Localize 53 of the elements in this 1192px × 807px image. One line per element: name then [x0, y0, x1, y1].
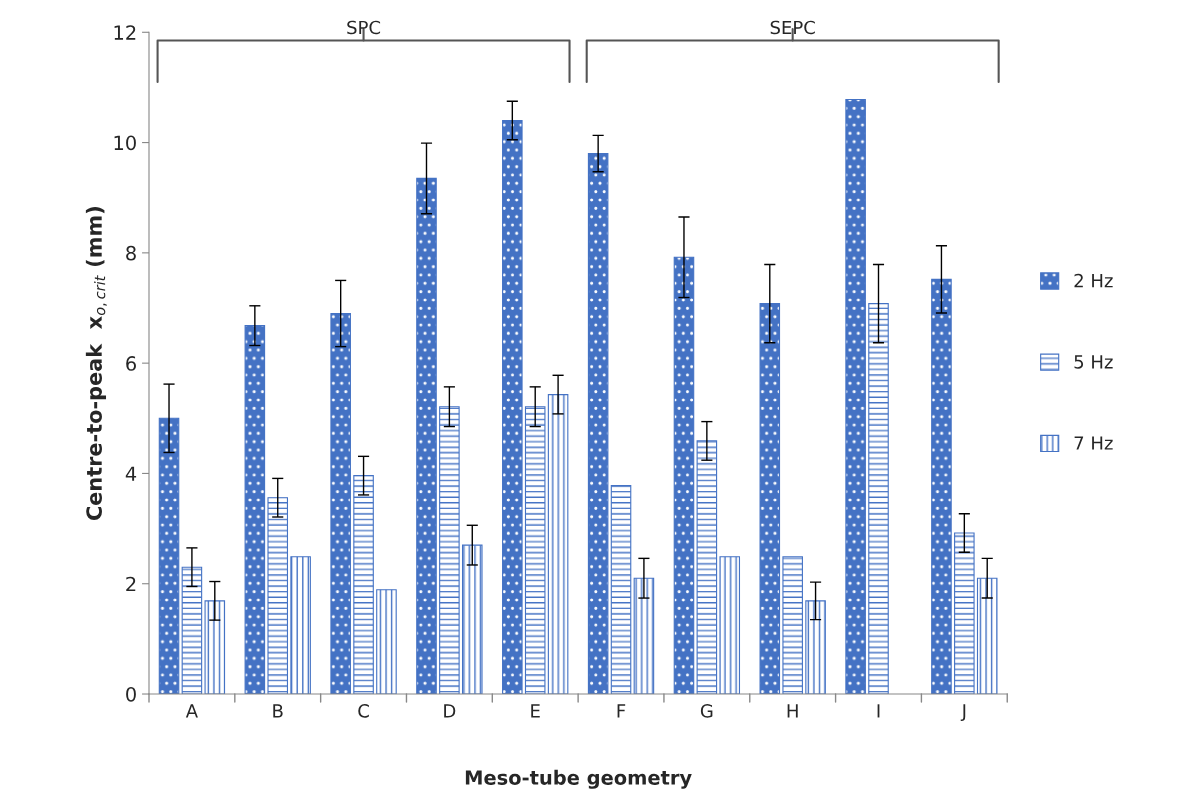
x-tick-label: H [787, 704, 798, 718]
bar [976, 577, 998, 695]
x-tick-label: C [358, 704, 369, 718]
y-tick-label: 4 [125, 466, 137, 481]
x-tick-label: D [444, 704, 456, 718]
bar [461, 544, 483, 695]
annotation: SEPC [770, 20, 815, 35]
bar [610, 485, 632, 695]
x-axis-title: Meso-tube geometry [465, 769, 692, 789]
x-tick-label: J [960, 704, 966, 722]
legend-label: 7 Hz [1074, 436, 1113, 450]
bar [954, 532, 975, 695]
legend-label: 5 Hz [1074, 355, 1113, 369]
x-tick-label: G [700, 704, 713, 718]
bar [696, 440, 718, 695]
bar [759, 303, 781, 695]
bar [158, 417, 180, 695]
x-tick-label: I [877, 704, 880, 718]
bar [931, 278, 952, 695]
y-tick-label: 0 [126, 686, 136, 702]
bar [439, 406, 460, 695]
bar [587, 153, 609, 695]
x-tick-label: A [185, 704, 198, 718]
bar [244, 325, 266, 695]
bar [416, 177, 437, 695]
bar [502, 119, 523, 695]
bar [353, 475, 374, 695]
bar [181, 566, 203, 695]
y-tick-label: 10 [114, 135, 136, 151]
x-tick-label: F [617, 704, 626, 718]
bar [719, 556, 741, 695]
bar [673, 256, 695, 695]
bar [633, 577, 655, 695]
y-axis-title: Centre-to-peak x$_{o,crit}$ (mm) [85, 207, 107, 521]
legend-label: 2 Hz [1074, 273, 1113, 288]
bar [547, 394, 569, 695]
y-tick-label: 6 [126, 356, 136, 371]
bar [267, 497, 289, 695]
y-tick-label: 2 [126, 576, 136, 592]
bar [330, 312, 351, 695]
x-tick-label: B [273, 704, 283, 718]
bar [290, 556, 311, 695]
bar [782, 556, 803, 695]
bar [524, 406, 546, 695]
x-tick-label: E [531, 704, 540, 718]
bar [805, 600, 826, 695]
y-tick-label: 8 [126, 245, 136, 261]
bar [376, 589, 397, 695]
bar [845, 99, 866, 695]
annotation: SPC [347, 20, 381, 35]
y-tick-label: 12 [114, 25, 136, 40]
bar [868, 303, 889, 695]
bar [204, 600, 226, 695]
